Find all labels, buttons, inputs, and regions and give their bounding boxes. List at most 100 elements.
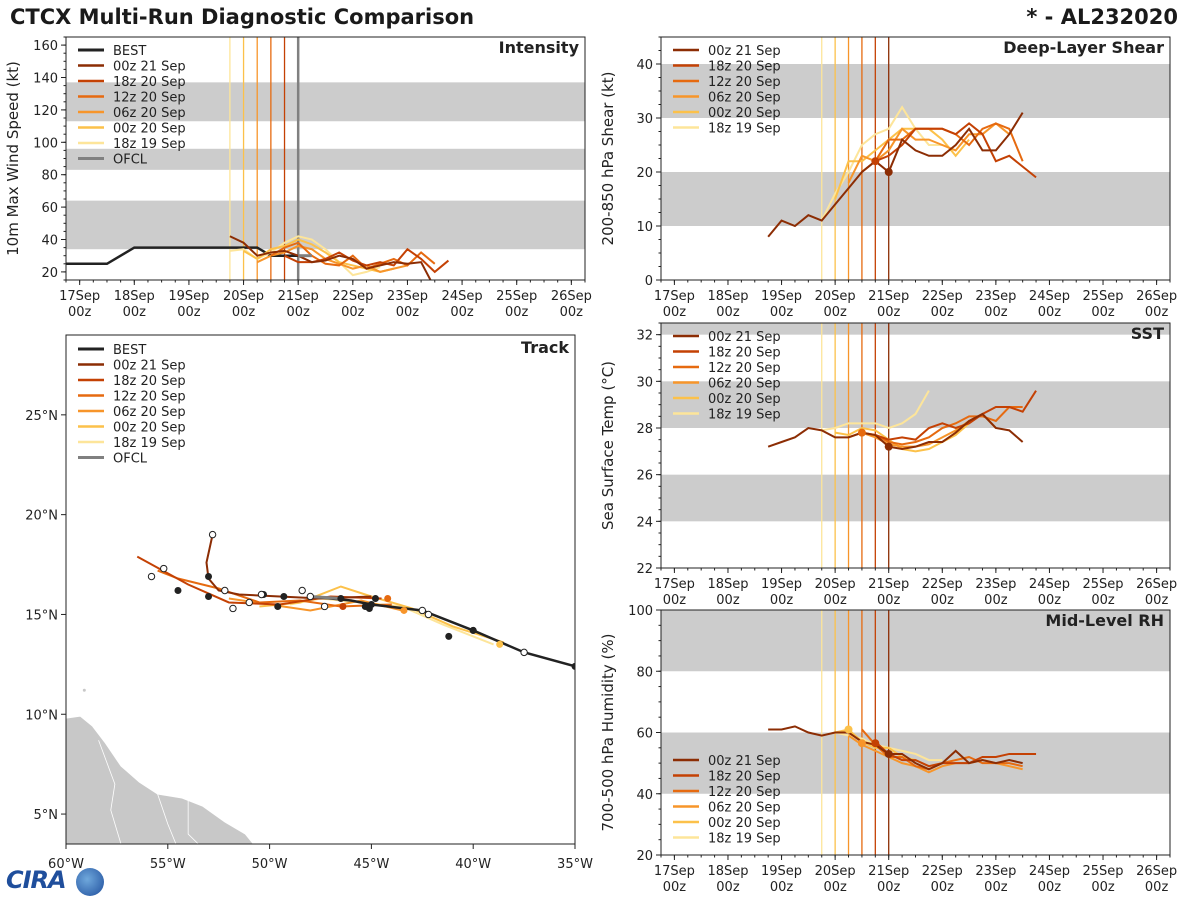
sst-ytick-label: 30 (636, 375, 653, 390)
rh-ytick-label: 100 (628, 604, 653, 619)
shear-title: Deep-Layer Shear (1003, 38, 1164, 57)
shear-band-0 (661, 172, 1170, 226)
sst-xtick-day: 22Sep (922, 577, 963, 592)
track-marker-open (320, 602, 329, 611)
shear-series (767, 105, 1037, 238)
shear-band-1 (661, 64, 1170, 118)
intensity-ytick-label: 80 (41, 169, 58, 184)
intensity-legend-label: 06z 20 Sep (113, 106, 186, 121)
rh-legend-label: 18z 19 Sep (708, 832, 781, 847)
sst-xtick-hour: 00z (1038, 593, 1062, 608)
track-frame (65, 334, 576, 845)
sst-xtick-day: 24Sep (1029, 577, 1070, 592)
intensity-series (66, 235, 450, 280)
sst-xtick-hour: 00z (770, 593, 794, 608)
shear-xtick-hour: 00z (663, 305, 687, 320)
rh-series (768, 725, 1037, 774)
cira-logo: CIRA (6, 866, 67, 894)
sst-xtick-hour: 00z (1145, 593, 1169, 608)
rh-legend-label: 18z 20 Sep (708, 770, 781, 785)
shear-xtick-day: 19Sep (761, 289, 802, 304)
intensity-ytick-label: 60 (41, 201, 58, 216)
shear-xtick-hour: 00z (984, 305, 1008, 320)
track-ytick-label: 25°N (25, 409, 58, 424)
track-marker-run (496, 640, 504, 648)
intensity-legend-label: OFCL (113, 153, 148, 168)
shear-xtick-hour: 00z (1145, 305, 1169, 320)
track-marker-open (306, 592, 315, 601)
shear-legend-label: 18z 19 Sep (708, 122, 781, 137)
land-border-3 (187, 800, 199, 844)
sst-xtick-day: 25Sep (1083, 577, 1124, 592)
rh-marker-2 (871, 739, 880, 748)
sst-panel: 22242628303217Sep00z18Sep00z19Sep00z20Se… (599, 322, 1177, 608)
track-ytick-label: 10°N (25, 708, 58, 723)
sst-legend-label: 06z 20 Sep (708, 377, 781, 392)
track-legend-label: 06z 20 Sep (113, 405, 186, 420)
intensity-xtick-day: 23Sep (387, 289, 428, 304)
track-legend-label: 18z 19 Sep (113, 436, 186, 451)
rh-marker-0 (844, 725, 853, 734)
rh-band-1 (661, 610, 1170, 672)
rh-ytick-label: 20 (636, 849, 653, 864)
track-xtick-label: 60°W (48, 857, 84, 872)
rh-xtick-day: 19Sep (761, 864, 802, 879)
track-marker-filled (337, 594, 345, 602)
rh-xtick-hour: 00z (1145, 880, 1169, 895)
sst-ylabel: Sea Surface Temp (°C) (599, 361, 617, 530)
rh-xtick-day: 17Sep (654, 864, 695, 879)
track-marker-filled (205, 592, 213, 600)
shear-ylabel: 200-850 hPa Shear (kt) (599, 72, 617, 246)
rh-xtick-day: 25Sep (1083, 864, 1124, 879)
intensity-xtick-day: 17Sep (59, 289, 100, 304)
shear-xtick-hour: 00z (931, 305, 955, 320)
sst-ytick-label: 22 (636, 562, 653, 577)
rh-xtick-hour: 00z (770, 880, 794, 895)
rh-ylabel: 700-500 hPa Humidity (%) (599, 633, 617, 831)
track-legend-label: 00z 21 Sep (113, 359, 186, 374)
track-marker-open (520, 648, 528, 657)
intensity-xtick-hour: 00z (177, 305, 201, 320)
intensity-legend-label: 12z 20 Sep (113, 91, 186, 106)
shear-xtick-hour: 00z (770, 305, 794, 320)
intensity-series-00z-20-Sep (243, 238, 395, 273)
sst-xtick-hour: 00z (984, 593, 1008, 608)
track-marker-open (147, 572, 156, 581)
shear-legend-label: 06z 20 Sep (708, 91, 781, 106)
track-marker-open (229, 604, 237, 613)
track-title: Track (521, 338, 569, 357)
intensity-xtick-day: 20Sep (223, 289, 264, 304)
track-ytick-label: 15°N (25, 608, 58, 623)
shear-legend-label: 12z 20 Sep (708, 75, 781, 90)
intensity-title: Intensity (499, 38, 580, 57)
shear-marker-0 (884, 168, 893, 176)
sst-xtick-hour: 00z (931, 593, 955, 608)
intensity-xtick-day: 22Sep (332, 289, 373, 304)
intensity-legend-label: 00z 20 Sep (113, 122, 186, 137)
intensity-xtick-hour: 00z (450, 305, 474, 320)
track-marker-filled (571, 662, 575, 670)
track-map-area (66, 530, 575, 844)
rh-xtick-day: 18Sep (707, 864, 748, 879)
shear-panel: 01020304017Sep00z18Sep00z19Sep00z20Sep00… (599, 36, 1177, 320)
intensity-ytick-label: 120 (33, 104, 58, 119)
intensity-band-1 (66, 148, 585, 170)
rh-legend-label: 06z 20 Sep (708, 801, 781, 816)
rh-xtick-day: 23Sep (975, 864, 1016, 879)
rh-xtick-hour: 00z (1038, 880, 1062, 895)
track-marker-open (160, 564, 168, 573)
storm-id: * - AL232020 (1026, 5, 1178, 29)
sst-band-1 (661, 381, 1170, 428)
rh-legend-label: 00z 21 Sep (708, 754, 781, 769)
rh-ytick-label: 60 (636, 727, 653, 742)
intensity-xtick-hour: 00z (68, 305, 92, 320)
shear-xtick-day: 20Sep (815, 289, 856, 304)
rh-xtick-hour: 00z (1091, 880, 1115, 895)
intensity-ytick-label: 140 (33, 72, 58, 87)
chart-title: CTCX Multi-Run Diagnostic Comparison (10, 5, 475, 29)
shear-xtick-day: 21Sep (868, 289, 909, 304)
sst-marker-1 (857, 428, 866, 437)
intensity-xtick-hour: 00z (396, 305, 420, 320)
track-marker-open (208, 530, 217, 539)
rh-xtick-hour: 00z (877, 880, 901, 895)
